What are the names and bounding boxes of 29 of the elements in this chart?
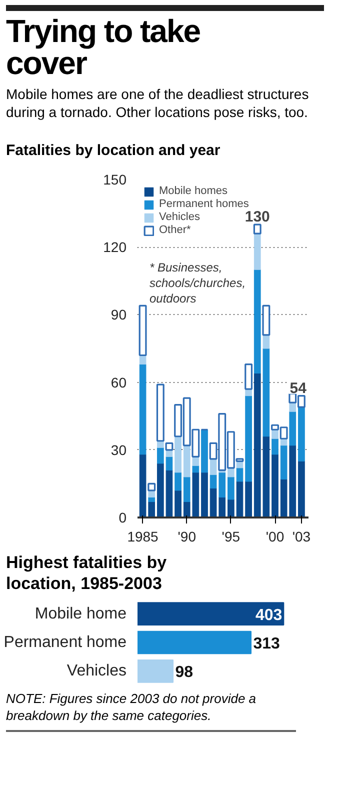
y-tick-label: Permanent home bbox=[4, 634, 127, 651]
legend-label: Vehicles bbox=[159, 210, 200, 224]
legend-label: Mobile homes bbox=[159, 184, 228, 198]
y-tick-label: 120 bbox=[103, 238, 127, 255]
total-label: 130 bbox=[244, 208, 270, 226]
x-tick-label: 1985 bbox=[127, 528, 159, 544]
x-tick-label: '03 bbox=[292, 528, 311, 544]
annotation: * Businesses, schools/churches, outdoors bbox=[150, 260, 246, 306]
total-label: 54 bbox=[290, 379, 308, 396]
data-label: 403 bbox=[255, 606, 282, 624]
y-tick-label: Vehicles bbox=[66, 662, 126, 680]
x-tick-label: '00 bbox=[266, 528, 284, 544]
y-tick-label: 150 bbox=[103, 171, 127, 188]
y-tick-label: 90 bbox=[110, 306, 127, 322]
x-tick-label: '90 bbox=[178, 528, 196, 544]
x-tick-label: '95 bbox=[222, 528, 240, 544]
y-tick-label: 30 bbox=[110, 441, 127, 458]
legend-label: Other* bbox=[159, 224, 191, 237]
chart-title: Highest fatalities by location, 1985-2003 bbox=[6, 552, 168, 594]
chart-title: Fatalities by location and year bbox=[6, 141, 220, 162]
y-tick-label: 0 bbox=[118, 509, 127, 526]
legend-label: Permanent homes bbox=[159, 198, 249, 211]
data-label: 313 bbox=[253, 635, 280, 652]
y-tick-label: Mobile home bbox=[34, 605, 127, 622]
text: NOTE: Figures since 2003 do not provide a breakdown by the same categories. bbox=[6, 690, 296, 732]
data-label: 98 bbox=[175, 664, 194, 681]
text: Mobile homes are one of the deadliest structures during a tornado. Other locations pose risks, too. bbox=[6, 85, 310, 121]
text: Trying to take cover bbox=[6, 13, 202, 81]
y-tick-label: 60 bbox=[110, 374, 127, 390]
